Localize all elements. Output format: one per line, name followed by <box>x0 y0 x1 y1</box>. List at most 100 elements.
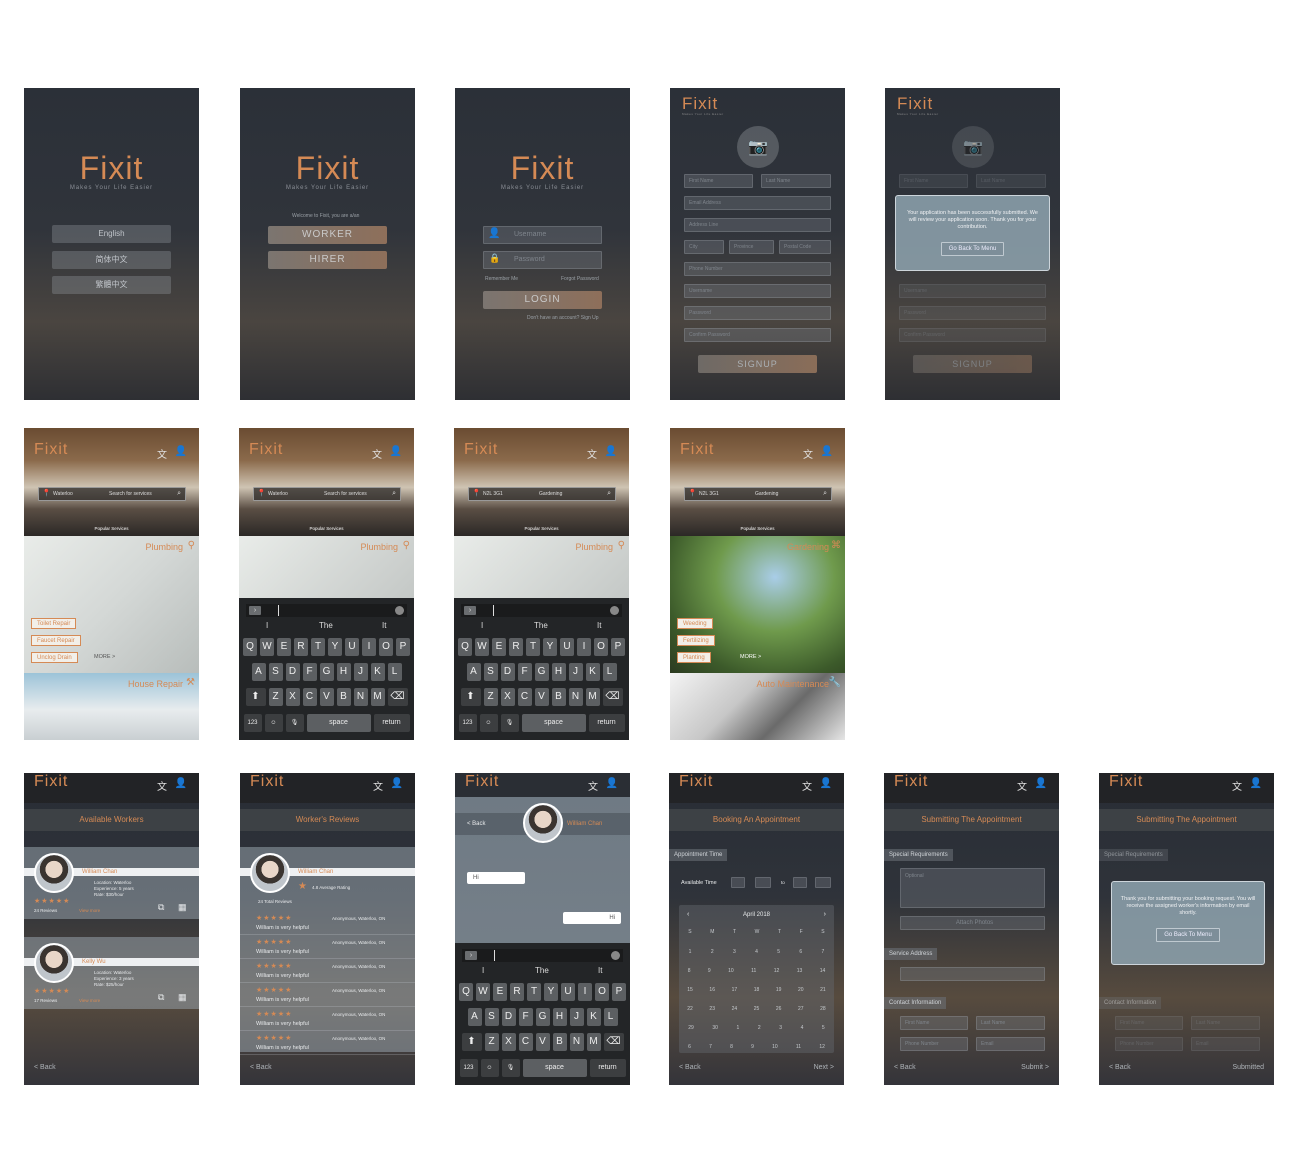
key-i[interactable]: I <box>362 638 376 656</box>
search-input[interactable]: Gardening <box>539 491 563 497</box>
start-hour-field[interactable] <box>731 877 745 888</box>
calendar-day[interactable]: 8 <box>730 1044 733 1050</box>
weeding-tag[interactable]: Weeding <box>677 618 713 629</box>
key-v[interactable]: V <box>535 1033 550 1051</box>
search-bar[interactable]: 📍 N2L 3G1 Gardening ⌕ <box>468 487 616 501</box>
expand-icon[interactable]: › <box>464 606 476 615</box>
calendar-day[interactable]: 3 <box>732 949 736 955</box>
worker-card[interactable]: William Chan Location: Waterloo Experien… <box>24 847 199 919</box>
calendar-day[interactable]: 25 <box>753 1006 760 1012</box>
language-icon[interactable]: 文 <box>157 450 167 461</box>
forgot-password-link[interactable]: Forgot Password <box>561 276 599 282</box>
key-a[interactable]: A <box>251 663 266 681</box>
key-w[interactable]: W <box>476 983 490 1001</box>
key-r[interactable]: R <box>510 983 524 1001</box>
shift-key[interactable]: ⬆ <box>245 688 266 706</box>
chat-icon[interactable]: ⧉ <box>158 902 165 912</box>
key-p[interactable]: P <box>396 638 410 656</box>
key-c[interactable]: C <box>518 1033 533 1051</box>
first-name-field[interactable]: First Name <box>684 174 753 188</box>
calendar-day[interactable]: 10 <box>728 968 734 974</box>
toilet-repair-tag[interactable]: Toilet Repair <box>31 618 77 629</box>
backspace-key[interactable]: ⌫ <box>387 688 408 706</box>
key-b[interactable]: B <box>552 1033 567 1051</box>
key-n[interactable]: N <box>569 1033 584 1051</box>
key-i[interactable]: I <box>578 983 592 1001</box>
key-f[interactable]: F <box>302 663 317 681</box>
key-l[interactable]: L <box>603 1008 618 1026</box>
suggestion[interactable]: It <box>597 621 602 630</box>
search-input[interactable]: Gardening <box>755 491 779 497</box>
key-e[interactable]: E <box>492 638 506 656</box>
location-text[interactable]: Waterloo <box>53 491 73 497</box>
key-j[interactable]: J <box>353 663 368 681</box>
email-field[interactable]: Email Address <box>684 196 831 210</box>
key-s[interactable]: S <box>268 663 283 681</box>
mic-icon[interactable] <box>611 951 620 960</box>
location-text[interactable]: N2L 3G1 <box>699 491 719 497</box>
postal-field[interactable]: Postal Code <box>779 240 831 254</box>
key-e[interactable]: E <box>277 638 291 656</box>
user-icon[interactable]: 👤 <box>1249 778 1262 789</box>
view-more-link[interactable]: View more <box>79 998 101 1003</box>
key-x[interactable]: X <box>500 688 515 706</box>
user-icon[interactable]: 👤 <box>389 446 402 457</box>
key-x[interactable]: X <box>285 688 300 706</box>
search-icon[interactable]: ⌕ <box>823 490 827 497</box>
key-v[interactable]: V <box>534 688 549 706</box>
language-icon[interactable]: 文 <box>373 782 383 793</box>
calendar-day[interactable]: 2 <box>757 1025 761 1031</box>
key-n[interactable]: N <box>568 688 583 706</box>
suggestion[interactable]: The <box>535 966 549 975</box>
user-icon[interactable]: 👤 <box>1034 778 1047 789</box>
view-more-link[interactable]: View more <box>79 908 101 913</box>
plumbing-category[interactable]: Plumbing ⚲ <box>239 536 414 598</box>
language-icon[interactable]: 文 <box>588 782 598 793</box>
key-m[interactable]: M <box>585 688 600 706</box>
signup-button[interactable]: SIGNUP <box>698 355 817 373</box>
calendar-day[interactable]: 10 <box>772 1044 778 1050</box>
key-y[interactable]: Y <box>543 638 557 656</box>
calendar-icon[interactable]: ▦ <box>178 992 187 1002</box>
chat-icon[interactable]: ⧉ <box>158 992 165 1002</box>
last-name-field[interactable]: Last Name <box>976 1016 1045 1030</box>
key-r[interactable]: R <box>509 638 523 656</box>
calendar-day[interactable]: 5 <box>821 1025 825 1031</box>
calendar-icon[interactable]: ▦ <box>178 902 187 912</box>
email-field[interactable]: Email <box>976 1037 1045 1051</box>
keyboard-input[interactable]: › <box>246 604 407 617</box>
expand-icon[interactable]: › <box>465 951 477 960</box>
signup-link[interactable]: Don't have an account? Sign Up <box>527 315 599 321</box>
key-c[interactable]: C <box>302 688 317 706</box>
space-key[interactable]: space <box>522 1059 587 1077</box>
back-button[interactable]: < Back <box>679 1064 701 1071</box>
return-key[interactable]: return <box>589 1059 626 1077</box>
user-icon[interactable]: 👤 <box>820 446 833 457</box>
key-j[interactable]: J <box>568 663 583 681</box>
gardening-category[interactable]: Gardening ⌘ Weeding Fertilizing Planting… <box>670 536 845 673</box>
unclog-drain-tag[interactable]: Unclog Drain <box>31 652 78 663</box>
user-icon[interactable]: 👤 <box>174 446 187 457</box>
fertilizing-tag[interactable]: Fertilizing <box>677 635 715 646</box>
location-text[interactable]: N2L 3G1 <box>483 491 503 497</box>
key-o[interactable]: O <box>595 983 609 1001</box>
key-q[interactable]: Q <box>458 638 472 656</box>
key-z[interactable]: Z <box>484 1033 499 1051</box>
calendar-day[interactable]: 3 <box>779 1025 782 1031</box>
backspace-key[interactable]: ⌫ <box>602 688 623 706</box>
key-o[interactable]: O <box>379 638 393 656</box>
key-j[interactable]: J <box>569 1008 584 1026</box>
key-u[interactable]: U <box>560 638 574 656</box>
key-s[interactable]: S <box>484 1008 499 1026</box>
calendar-day[interactable]: 23 <box>709 1006 715 1012</box>
calendar-day[interactable]: 22 <box>687 1006 693 1012</box>
calendar-day[interactable]: 1 <box>688 949 692 955</box>
back-button[interactable]: < Back <box>250 1064 272 1071</box>
key-h[interactable]: H <box>336 663 351 681</box>
key-t[interactable]: T <box>527 983 541 1001</box>
last-name-field[interactable]: Last Name <box>761 174 831 188</box>
auto-maintenance-category[interactable]: Auto Maintenance 🔧 <box>670 673 845 740</box>
mic-key[interactable]: 🎙 <box>500 714 519 732</box>
phone-field[interactable]: Phone Number <box>684 262 831 276</box>
user-icon[interactable]: 👤 <box>604 446 617 457</box>
